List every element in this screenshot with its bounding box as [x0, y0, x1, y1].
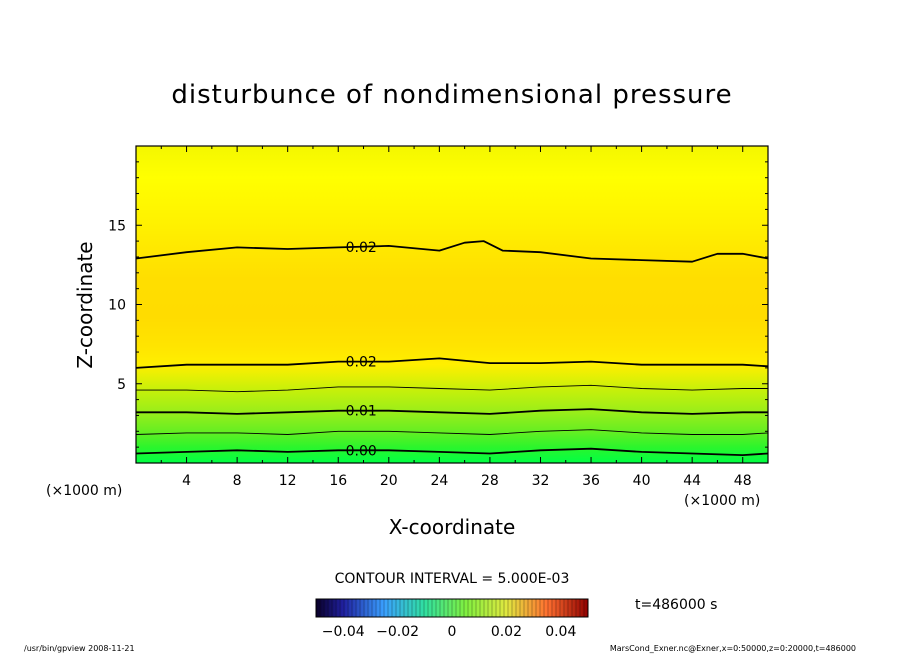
y-tick-label: 10: [108, 298, 126, 314]
chart-title: disturbunce of nondimensional pressure: [171, 80, 732, 110]
x-tick-label: 36: [582, 473, 600, 489]
x-tick-label: 24: [430, 473, 448, 489]
contour-line: [136, 384, 768, 393]
colorbar-tick-label: −0.04: [322, 624, 365, 640]
colorbar-stripes: [319, 599, 585, 617]
y-axis-label: Z-coordinate: [73, 241, 97, 368]
contour-label: 0.02: [346, 355, 377, 371]
x-tick-label: 16: [329, 473, 347, 489]
time-label: t=486000 s: [635, 597, 717, 613]
x-tick-label: 12: [279, 473, 297, 489]
colorbar-tick-label: 0.02: [491, 624, 522, 640]
contour-line: [136, 240, 768, 263]
x-tick-label: 44: [683, 473, 701, 489]
x-tick-label: 32: [532, 473, 550, 489]
x-tick-label: 40: [633, 473, 651, 489]
contour-line: [136, 408, 768, 415]
y-tick-label: 5: [117, 377, 126, 393]
x-tick-label: 20: [380, 473, 398, 489]
x-tick-label: 28: [481, 473, 499, 489]
footer-right: MarsCond_Exner.nc@Exner,x=0:50000,z=0:20…: [610, 644, 856, 653]
contour-line: [136, 357, 768, 369]
y-axis-ticks: 5 10 15: [108, 161, 768, 448]
contour-lines: 0.00 0.01 0.02 0.02: [136, 240, 768, 459]
plot-field: [136, 146, 768, 463]
contour-interval-label: CONTOUR INTERVAL = 5.000E-03: [335, 571, 570, 587]
x-tick-label: 8: [233, 473, 242, 489]
x-tick-label: 4: [182, 473, 191, 489]
colorbar-ticks: −0.04 −0.02 0 0.02 0.04: [322, 624, 577, 640]
contour-line: [136, 429, 768, 435]
x-tick-label: 48: [734, 473, 752, 489]
colorbar-tick-label: −0.02: [376, 624, 419, 640]
x-unit-right: (×1000 m): [684, 493, 760, 509]
contour-label: 0.00: [346, 443, 377, 459]
x-axis-label: X-coordinate: [389, 515, 516, 539]
colorbar-tick-label: 0: [448, 624, 457, 640]
x-axis-ticks: 4 8 12 16 20 24 28 32 36 40 44 48: [160, 146, 752, 489]
contour-label: 0.02: [346, 240, 377, 256]
y-tick-label: 15: [108, 218, 126, 234]
footer-left: /usr/bin/gpview 2008-11-21: [24, 644, 135, 653]
colorbar-tick-label: 0.04: [545, 624, 576, 640]
contour-label: 0.01: [346, 404, 377, 420]
x-unit-left: (×1000 m): [46, 483, 122, 499]
contour-line: [136, 447, 768, 457]
